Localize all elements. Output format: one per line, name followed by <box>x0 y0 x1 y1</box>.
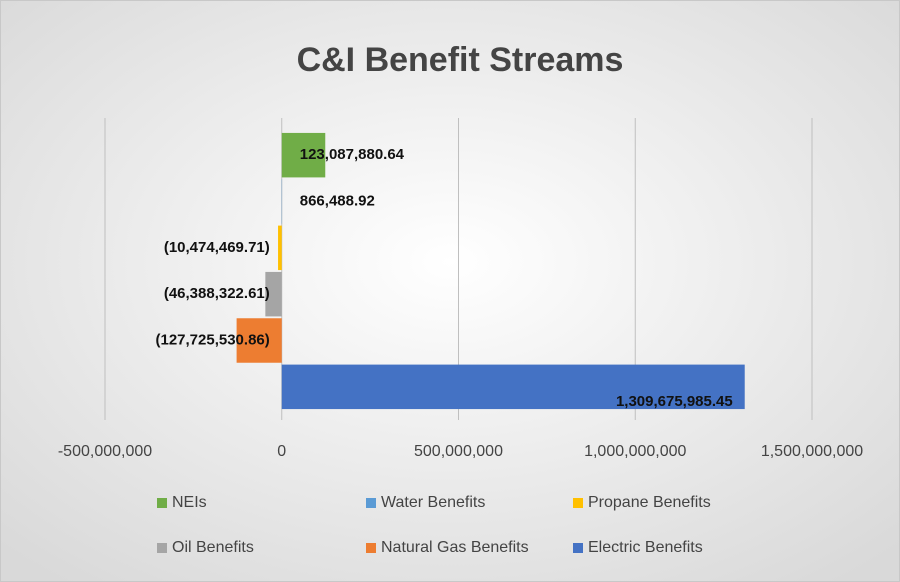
legend-label: Natural Gas Benefits <box>381 539 529 556</box>
legend-label: NEIs <box>172 494 207 511</box>
x-tick-label: 0 <box>277 443 286 460</box>
legend-swatch <box>157 543 167 553</box>
data-label: (46,388,322.61) <box>164 285 270 302</box>
legend-label: Water Benefits <box>381 494 485 511</box>
bar <box>281 364 745 410</box>
data-label: (10,474,469.71) <box>164 239 270 256</box>
chart-title: C&I Benefit Streams <box>297 41 624 79</box>
legend-label: Electric Benefits <box>588 539 703 556</box>
legend-swatch <box>366 543 376 553</box>
data-label: 123,087,880.64 <box>300 146 405 163</box>
bar <box>265 271 282 317</box>
bar <box>236 318 282 363</box>
x-tick-label: 500,000,000 <box>414 443 503 460</box>
legend-label: Propane Benefits <box>588 494 711 511</box>
bar <box>278 225 282 271</box>
legend-swatch <box>573 543 583 553</box>
legend-label: Oil Benefits <box>172 539 254 556</box>
legend-swatch <box>366 498 376 508</box>
bar <box>281 132 326 178</box>
data-label: 1,309,675,985.45 <box>616 393 733 410</box>
x-tick-label: 1,500,000,000 <box>761 443 863 460</box>
legend-swatch <box>157 498 167 508</box>
x-tick-label: 1,000,000,000 <box>584 443 686 460</box>
data-label: (127,725,530.86) <box>155 331 269 348</box>
data-label: 866,488.92 <box>300 192 375 209</box>
x-tick-label: -500,000,000 <box>58 443 152 460</box>
legend-swatch <box>573 498 583 508</box>
